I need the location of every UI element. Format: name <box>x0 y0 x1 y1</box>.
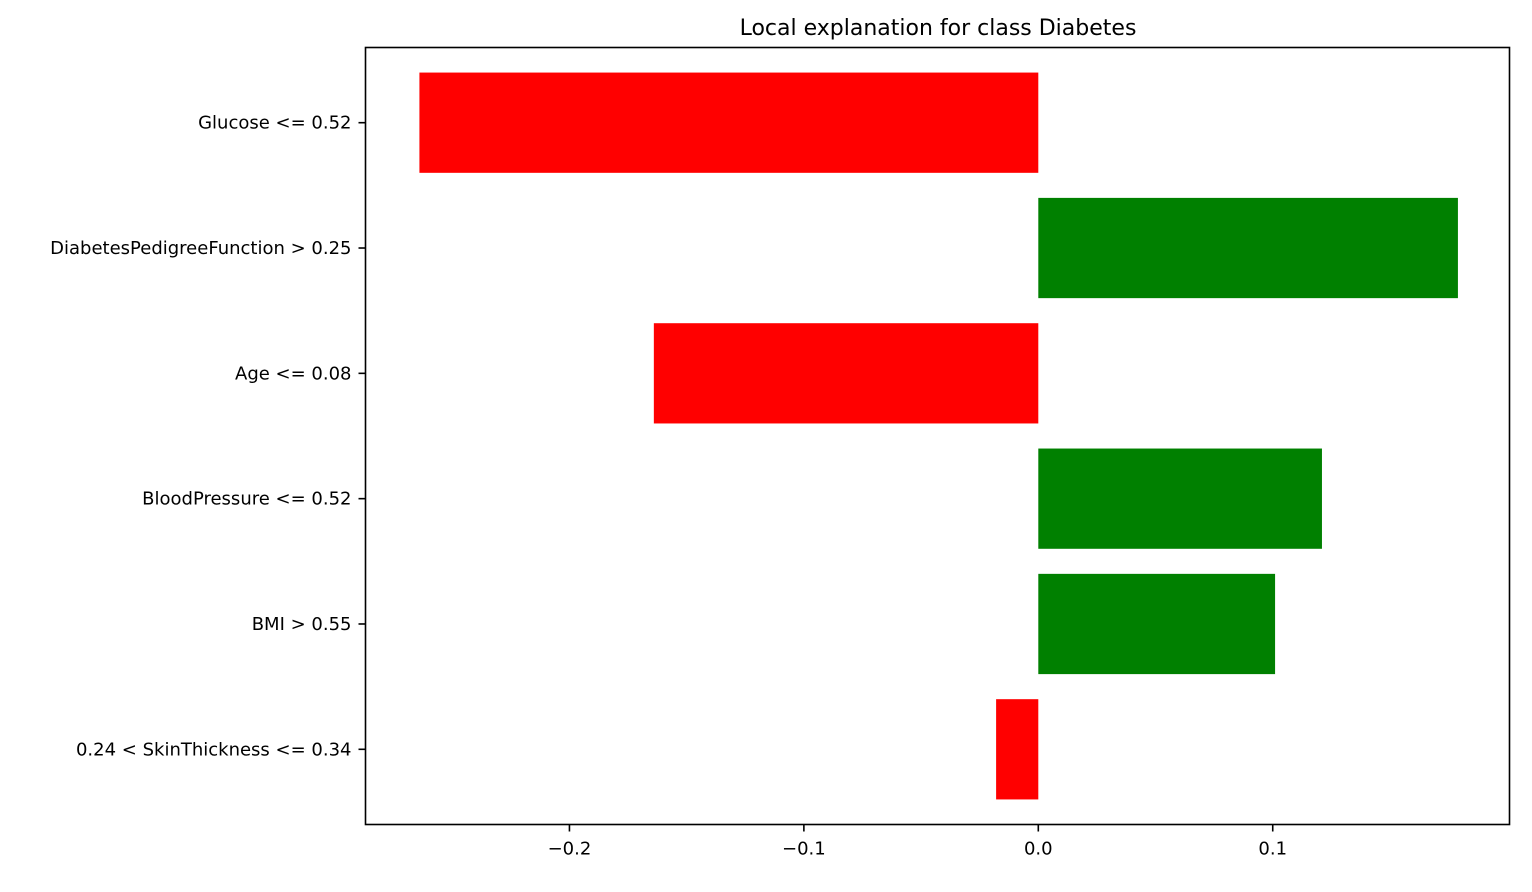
y-tick-label: DiabetesPedigreeFunction > 0.25 <box>50 238 351 259</box>
y-tick-label: Glucose <= 0.52 <box>198 113 351 134</box>
plot-frame <box>364 46 1511 826</box>
bar-2 <box>653 323 1039 424</box>
y-tick-label: Age <= 0.08 <box>235 363 352 384</box>
x-axis: −0.2 −0.1 0.0 0.1 <box>548 824 1287 860</box>
y-axis: Glucose <= 0.52 DiabetesPedigreeFunction … <box>50 113 366 760</box>
x-tick-label: 0.0 <box>1024 839 1053 860</box>
y-tick-label: 0.24 < SkinThickness <= 0.34 <box>76 739 352 760</box>
y-tick-label: BloodPressure <= 0.52 <box>142 489 351 510</box>
x-tick-label: 0.1 <box>1258 839 1287 860</box>
bar-3 <box>1038 448 1322 549</box>
chart-title: Local explanation for class Diabetes <box>740 16 1137 41</box>
bar-4 <box>1038 573 1276 675</box>
bar-0 <box>419 72 1039 173</box>
bar-5 <box>996 699 1039 800</box>
bar-1 <box>1038 197 1458 299</box>
bars-layer <box>419 72 1458 800</box>
x-tick-label: −0.2 <box>548 839 592 860</box>
x-tick-label: −0.1 <box>782 839 826 860</box>
y-tick-label: BMI > 0.55 <box>252 614 352 635</box>
